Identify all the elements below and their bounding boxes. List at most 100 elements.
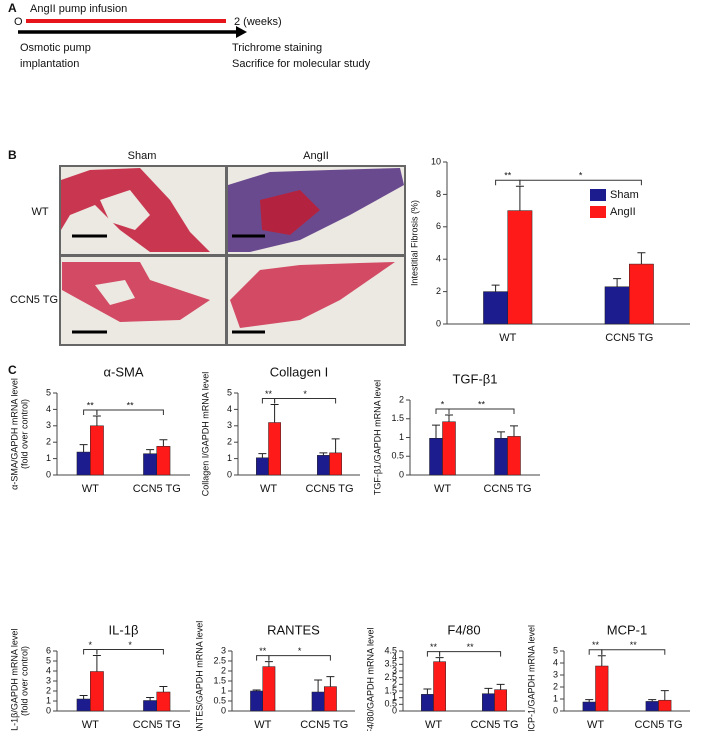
chart-title: Collagen I [270, 364, 329, 379]
y-tick-label: 1 [392, 692, 397, 702]
error-bar [515, 185, 524, 211]
error-bar [92, 415, 101, 426]
bar [76, 698, 91, 712]
y-tick-label: 4 [392, 652, 397, 662]
x-tick-label: CCN5 TG [483, 483, 531, 495]
bar [507, 436, 521, 476]
error-bar [159, 686, 168, 692]
error-bar [159, 439, 168, 447]
y-tick-label: 1 [399, 432, 404, 442]
timeline-arrow [236, 26, 247, 38]
y-tick-label: 0 [392, 705, 397, 715]
y-tick-label: 1.5 [213, 675, 226, 685]
significance-label: ** [87, 400, 95, 410]
y-tick-label: 2 [553, 681, 558, 691]
significance-label: * [128, 640, 132, 650]
chart-title: F4/80 [447, 622, 480, 637]
y-tick-label: 0.5 [213, 695, 226, 705]
error-bar [510, 425, 518, 437]
significance-bracket [96, 649, 164, 655]
y-tick-label: 0 [46, 705, 51, 715]
column-label: Sham [128, 150, 157, 162]
bar [329, 452, 342, 476]
error-bar [497, 431, 505, 439]
y-tick-label: 0 [399, 469, 404, 479]
y-tick-label: 4 [553, 657, 558, 667]
significance-label: ** [467, 642, 475, 652]
significance-bracket [439, 651, 502, 657]
y-tick-label: 6 [436, 221, 441, 231]
error-bar [585, 699, 594, 702]
significance-label: ** [127, 400, 135, 410]
significance-label: * [441, 399, 445, 409]
y-tick-label: 10 [431, 156, 441, 166]
bar [250, 690, 263, 712]
x-tick-label: WT [254, 719, 271, 731]
bar [507, 210, 533, 325]
left-text: Osmotic pump [20, 42, 91, 54]
x-tick-label: CCN5 TG [605, 332, 653, 344]
bar [262, 666, 276, 712]
significance-bracket [588, 649, 603, 655]
y-tick-label: 4 [46, 665, 51, 675]
significance-label: ** [430, 642, 438, 652]
histology-grid [59, 165, 406, 346]
bar [433, 661, 446, 712]
start-label: O [14, 16, 23, 28]
bar [582, 701, 596, 712]
y-axis-label: TGF-β1/GAPDH mRNA level [372, 380, 382, 495]
error-bar [435, 657, 444, 662]
significance-bracket [495, 179, 521, 186]
y-tick-label: 8 [436, 189, 441, 199]
error-bar [445, 414, 453, 422]
y-tick-label: 0 [436, 318, 441, 328]
significance-bracket [426, 651, 441, 657]
error-bar [319, 452, 328, 456]
chart-title: MCP-1 [607, 622, 647, 637]
y-tick-label: 2 [227, 437, 232, 447]
error-bar [613, 278, 622, 287]
legend-label: Sham [610, 189, 639, 201]
end-label: 2 (weeks) [234, 16, 282, 28]
significance-label: ** [259, 646, 267, 656]
y-tick-label: 4.5 [384, 645, 397, 655]
y-tick-label: 2.5 [213, 655, 226, 665]
x-tick-label: CCN5 TG [305, 483, 353, 495]
y-axis-label: Intestitial Fibrosis (%) [409, 200, 419, 286]
bar [494, 438, 508, 476]
y-tick-label: 0 [221, 705, 226, 715]
error-bar [484, 687, 493, 694]
error-bar [92, 655, 101, 672]
x-tick-label: WT [82, 719, 99, 731]
bar [268, 422, 281, 476]
chart-title: TGF-β1 [452, 371, 497, 386]
x-tick-label: CCN5 TG [634, 719, 682, 731]
significance-label: ** [592, 640, 600, 650]
y-tick-label: 0 [227, 469, 232, 479]
chart-title: RANTES [267, 622, 320, 637]
y-tick-label: 5 [553, 645, 558, 655]
error-bar [331, 438, 340, 453]
y-tick-label: 3 [46, 420, 51, 430]
bar [143, 700, 157, 712]
y-axis-label: (fold over control) [19, 399, 29, 469]
significance-bracket [83, 409, 98, 415]
error-bar [648, 699, 657, 702]
y-tick-label: 1 [46, 453, 51, 463]
significance-bracket [435, 408, 450, 414]
x-tick-label: CCN5 TG [300, 719, 348, 731]
y-tick-label: 1 [221, 685, 226, 695]
bar [76, 451, 91, 476]
bar [90, 425, 104, 476]
y-tick-label: 2 [436, 286, 441, 296]
error-bar [252, 689, 261, 691]
y-axis-label: RANTES/GAPDH mRNA level [194, 621, 204, 731]
significance-bracket [256, 655, 270, 661]
y-tick-label: 1.5 [384, 685, 397, 695]
y-tick-label: 4 [227, 404, 232, 414]
significance-bracket [83, 649, 98, 655]
error-bar [79, 444, 88, 453]
y-axis-label: IL-1β/GAPDH mRNA level [9, 629, 19, 731]
significance-bracket [274, 397, 337, 404]
